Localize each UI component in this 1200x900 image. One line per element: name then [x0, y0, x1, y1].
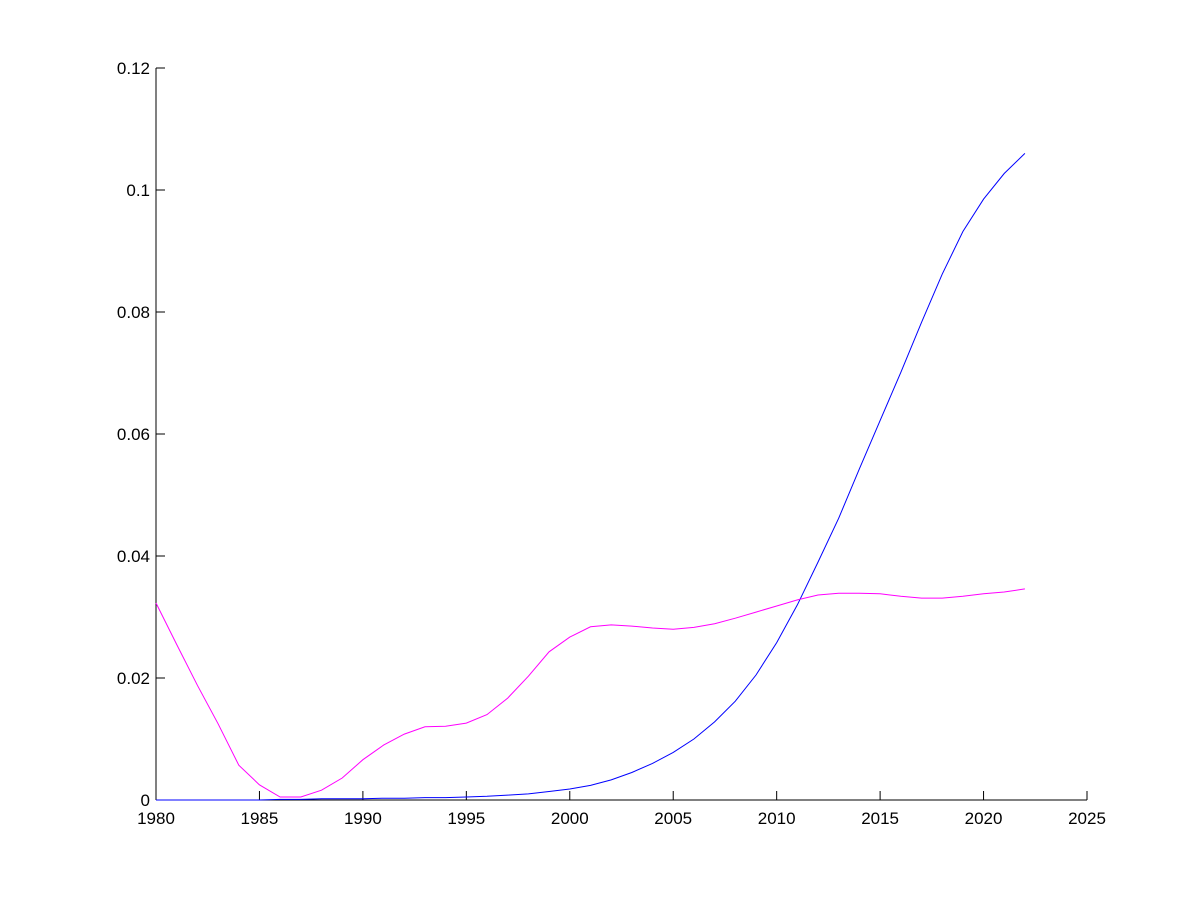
y-tick-label: 0.08 — [117, 303, 150, 322]
plot-area: 1980 1985 1990 1995 2000 2005 2010 2015 2020 2025… — [117, 59, 1106, 828]
y-tick-label: 0 — [141, 791, 150, 810]
y-tick-label: 0.02 — [117, 669, 150, 688]
y-tick-label: 0.04 — [117, 547, 150, 566]
x-tick-label: 2025 — [1068, 809, 1106, 828]
y-tick-label: 0.06 — [117, 425, 150, 444]
x-tick-label: 1980 — [137, 809, 175, 828]
x-tick-label: 2010 — [758, 809, 796, 828]
y-tick-label: 0.12 — [117, 59, 150, 78]
x-tick-label: 1995 — [447, 809, 485, 828]
y-tick-label: 0.1 — [126, 181, 150, 200]
x-tick-label: 2005 — [654, 809, 692, 828]
x-tick-label: 2015 — [861, 809, 899, 828]
x-tick-label: 2000 — [551, 809, 589, 828]
series-line-1 — [156, 153, 1026, 801]
x-tick-label: 1985 — [241, 809, 279, 828]
x-tick-label: 1990 — [344, 809, 382, 828]
series-line-2 — [155, 588, 1025, 798]
x-tick-label: 2020 — [965, 809, 1003, 828]
